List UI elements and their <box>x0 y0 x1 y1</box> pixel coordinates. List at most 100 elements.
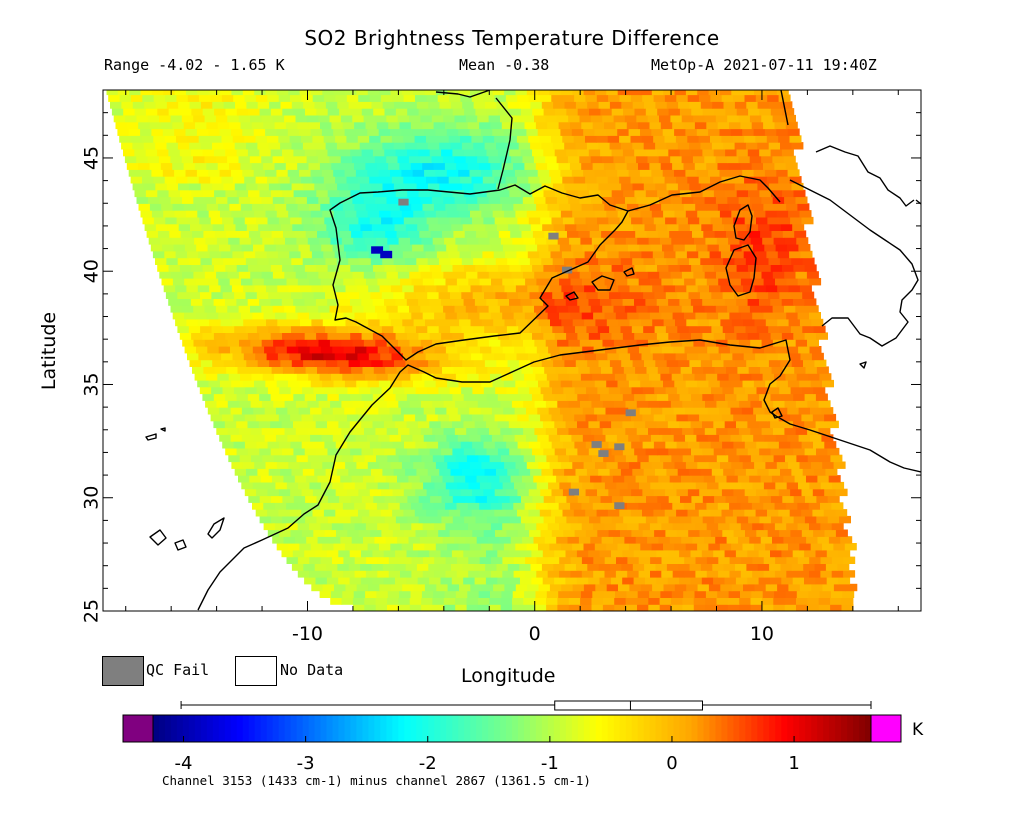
heatmap-cell <box>581 162 594 170</box>
heatmap-cell <box>411 502 423 510</box>
heatmap-cell <box>718 570 731 578</box>
heatmap-cell <box>129 90 142 96</box>
qc-fail-cell <box>591 441 602 448</box>
colorbar-segment <box>482 715 489 742</box>
heatmap-cell <box>343 81 355 88</box>
heatmap-cell <box>471 94 484 102</box>
heatmap-cell <box>443 271 456 279</box>
colorbar-segment <box>428 715 435 742</box>
heatmap-cell <box>815 577 828 585</box>
heatmap-cell <box>702 264 715 272</box>
heatmap-cell <box>153 135 166 143</box>
heatmap-cell <box>352 155 365 164</box>
heatmap-cell <box>514 346 527 354</box>
heatmap-cell <box>268 468 281 476</box>
heatmap-cell <box>777 284 790 293</box>
heatmap-cell <box>360 577 373 585</box>
heatmap-cell <box>449 216 462 225</box>
heatmap-cell <box>656 549 669 558</box>
heatmap-cell <box>392 413 405 422</box>
heatmap-cell <box>356 284 369 293</box>
heatmap-cell <box>830 590 843 598</box>
heatmap-cell <box>765 284 778 293</box>
heatmap-cell <box>423 346 436 354</box>
heatmap-cell <box>564 257 576 265</box>
heatmap-cell <box>234 291 247 299</box>
heatmap-cell <box>659 604 672 611</box>
heatmap-cell <box>346 250 358 259</box>
heatmap-cell <box>333 210 346 218</box>
heatmap-cell <box>260 366 273 374</box>
heatmap-cell <box>534 305 546 313</box>
heatmap-cell <box>713 298 726 306</box>
heatmap-cell <box>656 332 669 340</box>
heatmap-cell <box>792 549 805 558</box>
heatmap-cell <box>327 393 340 401</box>
heatmap-cell <box>283 230 295 238</box>
heatmap-cell <box>244 216 257 225</box>
heatmap-cell <box>358 488 371 497</box>
heatmap-cell <box>712 223 725 231</box>
heatmap-cell <box>416 182 429 191</box>
heatmap-cell <box>658 155 671 164</box>
heatmap-cell <box>338 298 351 306</box>
colorbar-segment <box>218 715 226 742</box>
qc-fail-cell <box>598 450 609 457</box>
heatmap-cell <box>270 332 283 340</box>
heatmap-cell <box>361 298 374 306</box>
heatmap-cell <box>409 339 422 347</box>
heatmap-cell <box>745 468 758 476</box>
colorbar-segment <box>368 715 375 742</box>
heatmap-cell <box>677 142 690 150</box>
heatmap-cell <box>421 597 434 605</box>
heatmap-cell <box>272 475 284 483</box>
heatmap-cell <box>236 332 249 340</box>
x-tick-labels: -10 0 10 <box>292 623 774 645</box>
heatmap-cell <box>332 346 345 354</box>
heatmap-cell <box>804 549 817 558</box>
colorbar-segment <box>547 715 555 742</box>
heatmap-cell <box>293 148 306 157</box>
heatmap-cell <box>490 373 502 381</box>
heatmap-cell <box>443 597 456 605</box>
heatmap-cell <box>783 155 796 164</box>
heatmap-cell <box>606 90 619 96</box>
heatmap-cell <box>168 108 181 116</box>
heatmap-cell <box>713 393 726 401</box>
heatmap-cell <box>616 81 628 88</box>
heatmap-cell <box>736 189 749 198</box>
heatmap-cell <box>484 468 497 476</box>
heatmap-cell <box>810 407 822 415</box>
heatmap-cell <box>793 189 806 198</box>
heatmap-cell <box>394 223 407 231</box>
heatmap-cell <box>325 359 338 367</box>
heatmap-cell <box>399 121 412 130</box>
heatmap-cell <box>284 305 297 313</box>
heatmap-cell <box>383 549 396 558</box>
heatmap-cell <box>210 135 223 143</box>
heatmap-cell <box>726 366 738 374</box>
heatmap-cell <box>400 556 413 564</box>
heatmap-cell <box>743 583 755 592</box>
heatmap-cell <box>364 597 377 605</box>
heatmap-cell <box>793 393 806 401</box>
heatmap-cell <box>658 475 671 483</box>
heatmap-cell <box>527 318 540 327</box>
heatmap-cell <box>306 305 319 313</box>
heatmap-cell <box>775 556 788 564</box>
heatmap-cell <box>682 237 695 245</box>
heatmap-cell <box>531 420 544 429</box>
colorbar-segment <box>529 715 537 742</box>
heatmap-cell <box>770 447 783 456</box>
heatmap-cell <box>774 121 787 130</box>
colorbar-segment <box>709 715 716 742</box>
heatmap-cell <box>640 318 653 327</box>
heatmap-cell <box>474 298 487 306</box>
heatmap-cell <box>793 495 806 503</box>
heatmap-cell <box>324 488 337 497</box>
heatmap-cell <box>747 332 760 340</box>
heatmap-cell <box>595 583 608 592</box>
heatmap-cell <box>379 583 392 592</box>
heatmap-cell <box>777 250 790 259</box>
heatmap-cell <box>513 278 526 286</box>
